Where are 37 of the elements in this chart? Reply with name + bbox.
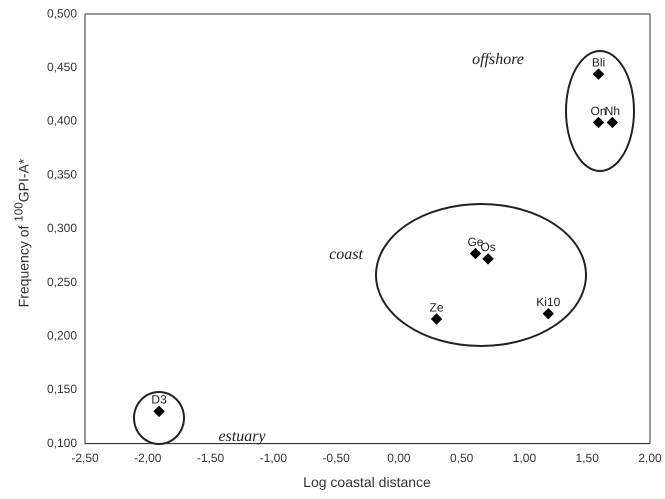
- point: [482, 253, 494, 264]
- y-tick-label: 0,150: [46, 382, 78, 396]
- x-axis-title: Log coastal distance: [303, 474, 431, 490]
- y-tick-label: 0,400: [46, 114, 78, 128]
- y-tick-label: 0,250: [46, 274, 78, 289]
- annotation: Nh: [604, 104, 620, 118]
- x-tick-label: 0,50: [450, 451, 474, 466]
- x-tick-label: -2,50: [71, 451, 99, 466]
- point: [154, 406, 165, 417]
- point: [606, 116, 618, 128]
- annotation: offshore: [472, 51, 524, 69]
- annotation: Ze: [430, 300, 444, 314]
- x-tick-label: -1,50: [196, 451, 225, 466]
- x-tick-label: 1,50: [576, 451, 600, 466]
- y-tick-label: 0,100: [46, 436, 78, 450]
- x-tick-label: -0,50: [322, 451, 350, 466]
- y-tick-label: 0,350: [46, 167, 78, 182]
- x-tick-label: -2,00: [134, 451, 162, 466]
- annotation: D3: [151, 392, 168, 407]
- point: [593, 68, 604, 80]
- x-tick-label: 1,00: [512, 451, 536, 466]
- x-tick-label: 2,00: [638, 451, 662, 466]
- x-tick-label: -1,00: [260, 451, 288, 466]
- annotation: estuary: [218, 428, 266, 446]
- annotation: Bli: [592, 55, 606, 70]
- x-tick-label: 0,00: [387, 451, 411, 466]
- annotation: coast: [329, 246, 363, 264]
- annotation: On: [590, 104, 607, 118]
- y-tick-label: 0,450: [46, 60, 78, 74]
- point: [542, 308, 554, 320]
- point: [431, 314, 442, 325]
- y-tick-label: 0,300: [46, 221, 78, 236]
- point: [470, 248, 481, 259]
- point: [593, 116, 604, 128]
- y-tick-label: 0,200: [46, 328, 78, 343]
- y-tick-label: 0,500: [46, 6, 78, 20]
- annotation: Ki10: [536, 294, 561, 309]
